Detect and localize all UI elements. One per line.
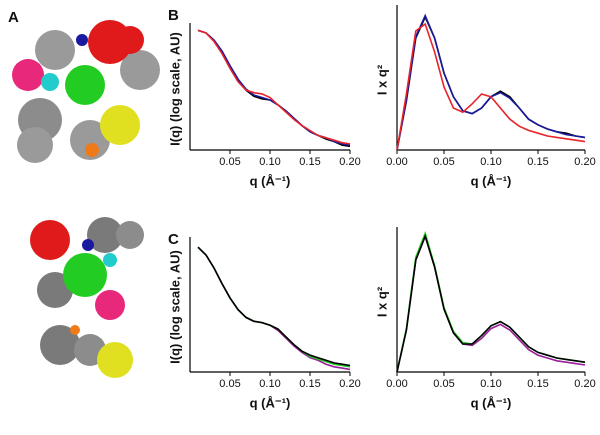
x-axis-label: q (Å⁻¹) [471,395,512,410]
data-line [197,29,351,148]
x-axis-label: q (Å⁻¹) [250,395,291,410]
x-tick-label: 0.05 [219,156,240,168]
y-axis-label: I(q) (log scale, AU) [167,32,182,146]
y-axis-label: I x q² [374,64,389,95]
y-axis-label: I x q² [374,286,389,317]
y-axis-label: I(q) (log scale, AU) [167,250,182,364]
data-line [396,230,586,373]
data-line [197,29,351,146]
panel-label: C [168,231,179,248]
data-line [396,15,586,151]
x-tick-label: 0.10 [480,156,501,168]
x-tick-label: 0.20 [339,378,360,390]
data-line [197,246,351,368]
x-tick-label: 0.05 [433,156,454,168]
panel-label: A [8,9,19,26]
x-tick-label: 0.15 [299,156,320,168]
x-tick-label: 0.10 [259,156,280,168]
x-tick-label: 0.00 [386,156,407,168]
data-line [396,13,586,151]
x-tick-label: 0.15 [527,378,548,390]
data-line [396,22,586,151]
x-tick-label: 0.05 [219,378,240,390]
structure-bottom [30,217,144,378]
data-line [197,246,351,367]
data-line [396,233,586,373]
x-tick-label: 0.15 [527,156,548,168]
x-axis-label: q (Å⁻¹) [471,173,512,188]
data-line [197,246,351,371]
x-tick-label: 0.20 [574,156,595,168]
x-tick-label: 0.10 [259,378,280,390]
x-tick-label: 0.20 [574,378,595,390]
x-tick-label: 0.15 [299,378,320,390]
x-tick-label: 0.20 [339,156,360,168]
data-line [396,233,586,373]
x-tick-label: 0.05 [433,378,454,390]
x-tick-label: 0.00 [386,378,407,390]
x-tick-label: 0.10 [480,378,501,390]
x-axis-label: q (Å⁻¹) [250,173,291,188]
panel-label: B [168,7,179,24]
structure-top [12,20,160,163]
data-line [197,29,351,145]
